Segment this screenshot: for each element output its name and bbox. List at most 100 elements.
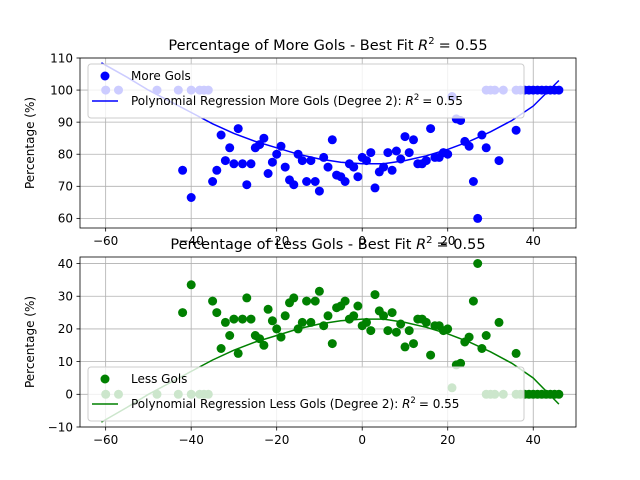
data-point-less-gols	[216, 344, 226, 353]
data-point-less-gols	[409, 339, 418, 349]
data-point-less-gols	[353, 301, 363, 311]
data-point-less-gols	[426, 350, 436, 360]
data-point-more-gols	[366, 148, 376, 158]
data-point-more-gols	[327, 135, 337, 145]
x-tick-label: −20	[264, 433, 289, 447]
data-point-less-gols	[327, 339, 337, 349]
data-point-less-gols	[314, 286, 324, 296]
data-point-less-gols	[242, 293, 252, 303]
legend: Less Gols Polynomial Regression Less Gol…	[87, 366, 525, 422]
x-tick-label: 20	[440, 433, 455, 447]
data-point-more-gols	[370, 183, 380, 193]
data-point-less-gols	[238, 314, 247, 324]
data-point-more-gols	[443, 149, 453, 159]
data-point-less-gols	[383, 326, 393, 336]
data-point-more-gols	[362, 156, 371, 166]
ticks-layer: −60 −40 −20 0 20 40 60 70 80 90 100 110	[50, 51, 541, 248]
y-tick-label: 10	[58, 355, 73, 369]
legend-box	[87, 63, 525, 119]
x-tick-label: 20	[440, 234, 455, 248]
data-point-less-gols	[259, 340, 269, 350]
chart-title-main: Percentage of More Gols - Best Fit	[168, 38, 418, 54]
data-point-less-gols	[456, 358, 466, 368]
data-point-less-gols	[554, 389, 564, 399]
data-point-more-gols	[302, 177, 312, 186]
y-tick-label: 40	[58, 257, 73, 271]
data-point-less-gols	[233, 348, 243, 358]
legend-label-r: R	[402, 397, 410, 411]
data-point-less-gols	[276, 332, 286, 342]
data-point-less-gols	[323, 311, 333, 321]
data-point-less-gols	[306, 317, 316, 327]
data-point-more-gols	[404, 148, 414, 158]
data-point-more-gols	[216, 130, 226, 140]
x-tick-label: −20	[264, 234, 289, 248]
data-point-less-gols	[464, 332, 474, 342]
chart-title-r: R	[418, 38, 428, 54]
x-tick-label: −40	[179, 234, 204, 248]
chart-title-exponent: 2	[428, 36, 434, 47]
data-point-more-gols	[554, 85, 564, 95]
chart-title: Percentage of Less Gols - Best Fit R2 = 0…	[170, 235, 485, 253]
data-point-less-gols	[349, 311, 359, 321]
data-point-more-gols	[391, 146, 401, 156]
data-point-less-gols	[246, 314, 256, 324]
data-point-more-gols	[387, 165, 397, 175]
y-tick-label: 80	[58, 148, 73, 162]
ticks-layer: −60 −40 −20 0 20 40 −10 0 10 20 30 40	[48, 257, 541, 447]
plot-frame	[79, 256, 577, 428]
chart-title-r2: = 0.55	[439, 38, 488, 54]
legend-marker-less-gols	[100, 374, 110, 384]
data-point-more-gols	[280, 162, 290, 172]
data-point-less-gols	[212, 308, 222, 318]
data-point-less-gols	[178, 308, 188, 318]
legend-label-regression: Polynomial Regression Less Gols (Degree …	[131, 396, 459, 411]
data-point-less-gols	[302, 296, 312, 306]
legend-label-regression-main: Polynomial Regression More Gols (Degree …	[131, 94, 405, 108]
data-point-more-gols	[426, 124, 436, 134]
x-tick-label: 0	[358, 234, 366, 248]
data-point-less-gols	[293, 324, 303, 334]
data-point-less-gols	[511, 348, 521, 358]
chart-title-r: R	[416, 237, 426, 253]
data-point-less-gols	[362, 317, 371, 327]
data-point-more-gols	[238, 159, 247, 169]
data-point-more-gols	[464, 141, 474, 151]
legend-label-regression-main: Polynomial Regression Less Gols (Degree …	[131, 397, 402, 411]
y-tick-label: 60	[58, 212, 73, 226]
data-point-more-gols	[310, 177, 320, 186]
chart-title-main: Percentage of Less Gols - Best Fit	[170, 237, 416, 253]
data-point-more-gols	[242, 180, 252, 190]
data-point-less-gols	[229, 314, 239, 324]
data-point-more-gols	[276, 141, 286, 151]
data-point-more-gols	[468, 177, 478, 186]
x-tick-label: 0	[358, 433, 366, 447]
chart-more-gols: −60 −40 −20 0 20 40 60 70 80 90 100 110 Percentage …	[23, 36, 577, 248]
data-point-more-gols	[314, 186, 324, 196]
data-point-more-gols	[208, 177, 218, 186]
data-point-more-gols	[400, 132, 410, 142]
data-point-less-gols	[468, 296, 478, 306]
data-point-more-gols	[297, 156, 307, 166]
y-axis-label: Percentage (%)	[23, 97, 37, 189]
data-point-more-gols	[178, 165, 188, 175]
legend-label-regression: Polynomial Regression More Gols (Degree …	[131, 93, 463, 108]
legend-label-more-gols: More Gols	[131, 69, 191, 83]
data-point-more-gols	[220, 156, 230, 166]
data-point-less-gols	[220, 317, 230, 327]
x-tick-label: −60	[93, 433, 118, 447]
y-tick-label: 30	[58, 290, 73, 304]
data-point-less-gols	[481, 331, 491, 340]
chart-title: Percentage of More Gols - Best Fit R2 = 0…	[168, 36, 487, 54]
legend-label-less-gols: Less Gols	[131, 372, 187, 386]
data-point-less-gols	[340, 296, 350, 306]
data-point-more-gols	[229, 159, 239, 169]
chart-title-r2: = 0.55	[437, 237, 486, 253]
data-point-more-gols	[225, 143, 235, 153]
data-point-less-gols	[387, 308, 397, 318]
y-tick-label: −10	[48, 420, 73, 434]
data-point-more-gols	[289, 180, 299, 190]
data-point-more-gols	[473, 213, 483, 223]
